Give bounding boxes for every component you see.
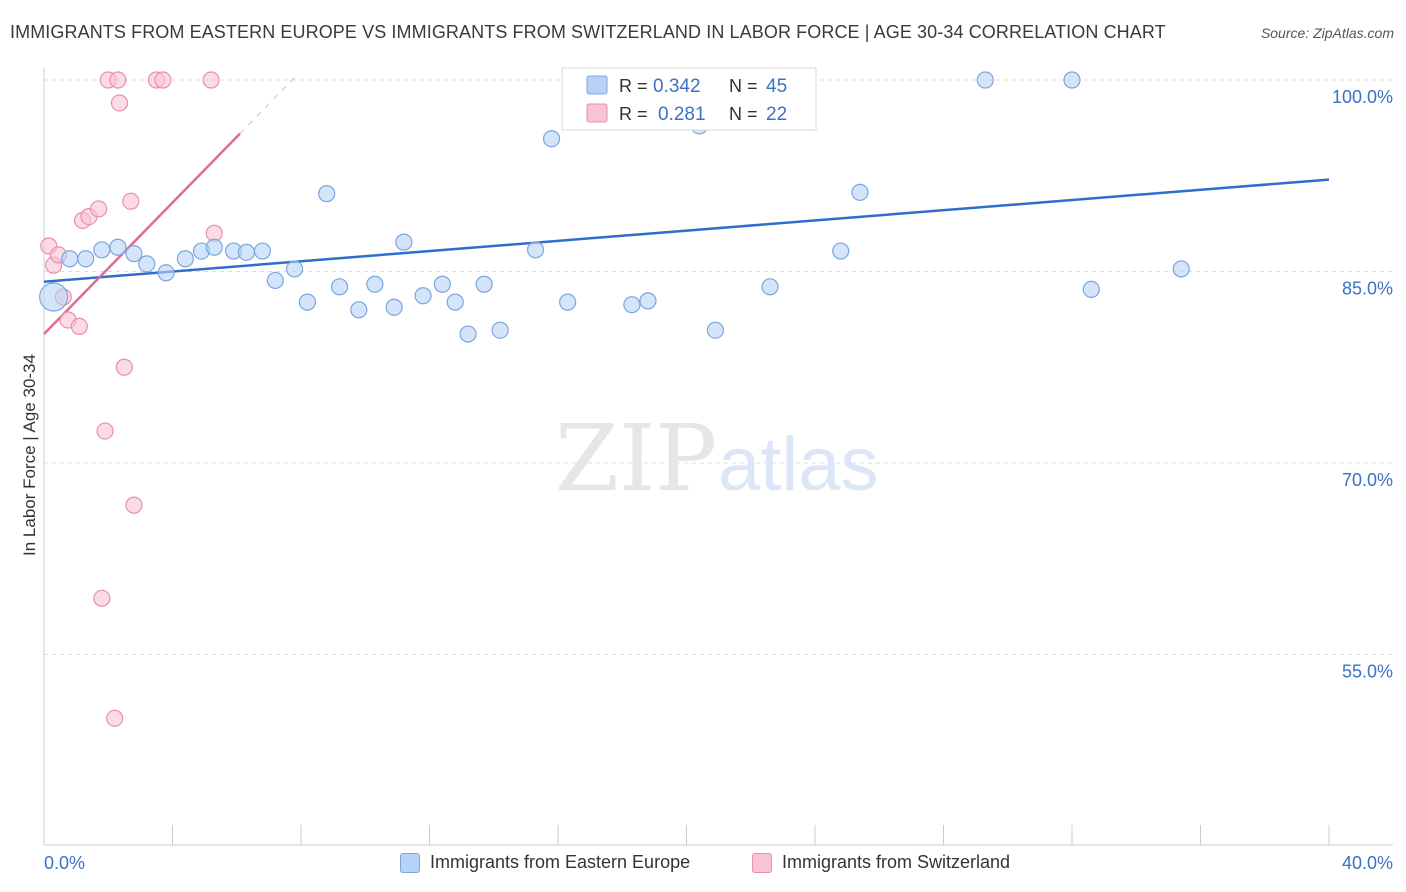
legend-n-value-2: 22 <box>766 104 787 125</box>
x-tick-label-max: 40.0% <box>1342 853 1393 873</box>
point-eastern-europe-1 <box>61 250 79 268</box>
trend-line-switzerland <box>43 132 241 335</box>
legend-r-value-2: 0.281 <box>658 104 706 125</box>
point-eastern-europe-31 <box>559 293 577 311</box>
point-eastern-europe-2 <box>77 250 95 268</box>
point-eastern-europe-41 <box>976 71 994 89</box>
point-eastern-europe-26 <box>459 325 477 343</box>
point-eastern-europe-5 <box>125 245 143 263</box>
point-eastern-europe-4 <box>109 238 127 256</box>
data-points <box>39 71 1190 727</box>
trend-line-eastern-europe <box>43 178 1330 283</box>
point-eastern-europe-0 <box>39 282 69 312</box>
point-eastern-europe-14 <box>266 271 284 290</box>
point-eastern-europe-15 <box>285 260 304 278</box>
point-eastern-europe-30 <box>542 130 561 148</box>
y-axis-label: In Labor Force | Age 30-34 <box>20 354 39 556</box>
grid-lines <box>44 79 1393 655</box>
point-switzerland-13 <box>109 71 127 89</box>
point-switzerland-20 <box>202 71 220 89</box>
legend-item-eastern-europe: Immigrants from Eastern Europe <box>400 852 690 873</box>
y-tick-label-85: 85.0% <box>1342 279 1393 299</box>
legend-top: R = 0.342 N = 45 R = 0.281 N = 22 <box>561 67 817 131</box>
point-switzerland-8 <box>90 200 108 218</box>
point-switzerland-19 <box>154 71 172 89</box>
point-switzerland-12 <box>106 709 124 727</box>
trend-line-switzerland-extension <box>239 77 295 134</box>
legend-n-label-1: N = <box>729 76 758 96</box>
x-tick-labels: 0.0% 40.0% <box>44 853 1393 873</box>
point-switzerland-9 <box>93 589 111 607</box>
point-eastern-europe-28 <box>491 321 509 339</box>
axes <box>43 68 1393 846</box>
x-ticks <box>43 825 1330 845</box>
point-eastern-europe-12 <box>237 243 255 261</box>
point-eastern-europe-19 <box>350 301 368 319</box>
watermark-atlas: atlas <box>718 422 879 507</box>
point-switzerland-17 <box>125 496 143 514</box>
legend-swatch-blue <box>586 75 608 95</box>
x-tick-label-min: 0.0% <box>44 853 85 873</box>
point-eastern-europe-29 <box>526 241 545 259</box>
point-eastern-europe-24 <box>433 275 451 293</box>
point-switzerland-15 <box>115 358 133 376</box>
y-tick-label-100: 100.0% <box>1332 87 1393 107</box>
point-eastern-europe-40 <box>851 183 869 201</box>
point-eastern-europe-33 <box>623 296 641 314</box>
legend-swatch-pink <box>586 103 608 123</box>
y-tick-labels: 100.0% 85.0% 70.0% 55.0% <box>1332 87 1393 682</box>
point-eastern-europe-6 <box>138 255 156 273</box>
point-eastern-europe-20 <box>366 275 384 293</box>
legend-label-eastern-europe: Immigrants from Eastern Europe <box>430 852 691 872</box>
point-eastern-europe-13 <box>253 242 272 260</box>
legend-label-switzerland: Immigrants from Switzerland <box>782 852 1011 872</box>
legend-r-value-1: 0.342 <box>653 76 701 97</box>
point-eastern-europe-34 <box>639 292 657 310</box>
point-eastern-europe-38 <box>761 278 779 296</box>
point-eastern-europe-7 <box>157 264 175 282</box>
source-label: Source: ZipAtlas.com <box>1260 25 1394 41</box>
point-eastern-europe-8 <box>176 250 194 268</box>
legend-n-value-1: 45 <box>766 76 787 97</box>
point-eastern-europe-3 <box>93 241 111 259</box>
legend-swatch-switzerland <box>752 852 772 873</box>
point-switzerland-16 <box>122 192 140 210</box>
legend-item-switzerland: Immigrants from Switzerland <box>752 852 1010 873</box>
point-eastern-europe-27 <box>475 275 493 293</box>
point-eastern-europe-23 <box>414 287 432 305</box>
point-eastern-europe-39 <box>832 242 850 260</box>
legend-r-label-2: R = <box>619 104 648 124</box>
point-eastern-europe-25 <box>446 293 464 311</box>
point-eastern-europe-22 <box>395 233 413 251</box>
trend-lines <box>43 77 1330 335</box>
point-switzerland-14 <box>110 94 129 112</box>
point-eastern-europe-16 <box>298 293 317 311</box>
watermark: ZIP atlas <box>555 405 879 512</box>
watermark-zip: ZIP <box>555 405 717 512</box>
point-switzerland-5 <box>70 317 88 335</box>
y-tick-label-55: 55.0% <box>1342 662 1393 682</box>
point-eastern-europe-18 <box>330 278 349 296</box>
chart-title: IMMIGRANTS FROM EASTERN EUROPE VS IMMIGR… <box>10 22 1166 42</box>
point-eastern-europe-44 <box>1172 260 1190 278</box>
point-eastern-europe-17 <box>318 185 336 203</box>
legend-r-label-1: R = <box>619 76 648 96</box>
point-eastern-europe-21 <box>385 298 403 316</box>
legend-n-label-2: N = <box>729 104 758 124</box>
point-eastern-europe-36 <box>706 321 725 339</box>
point-eastern-europe-43 <box>1082 280 1100 298</box>
point-eastern-europe-10 <box>205 238 223 256</box>
point-switzerland-10 <box>96 422 114 440</box>
legend-swatch-eastern-europe <box>400 852 420 873</box>
point-eastern-europe-42 <box>1063 71 1081 89</box>
legend-bottom: Immigrants from Eastern Europe Immigrant… <box>0 852 1406 878</box>
y-tick-label-70: 70.0% <box>1342 470 1393 490</box>
